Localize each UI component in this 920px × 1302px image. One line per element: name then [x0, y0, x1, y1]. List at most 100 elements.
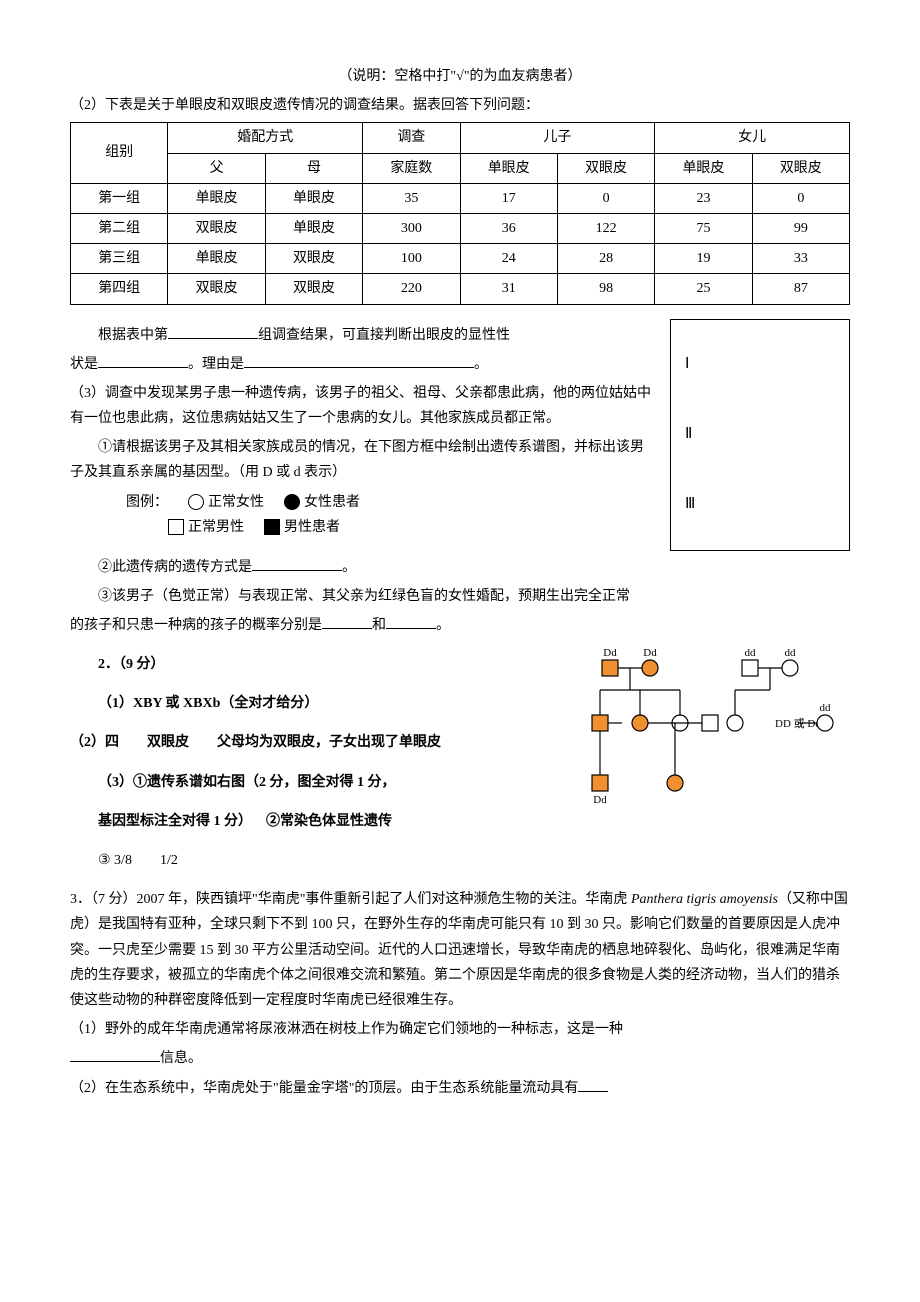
table-cell: 25 — [655, 274, 752, 304]
table-cell: 19 — [655, 244, 752, 274]
q3big-s1a: （1）野外的成年华南虎通常将尿液淋洒在树枝上作为确定它们领地的一种标志，这是一种 — [70, 1022, 623, 1037]
legend-af: 女性患者 — [304, 490, 360, 515]
svg-text:Dd: Dd — [643, 648, 657, 659]
hdr-daughter: 女儿 — [655, 123, 850, 153]
note: （说明：空格中打"√"的为血友病患者） — [70, 64, 850, 89]
legend-nf: 正常女性 — [208, 490, 264, 515]
table-cell: 300 — [363, 213, 460, 243]
q3big-italic: Panthera tigris amoyensis — [631, 892, 778, 907]
table-cell: 35 — [363, 183, 460, 213]
table-row: 第一组单眼皮单眼皮35170230 — [71, 183, 850, 213]
table-cell: 第四组 — [71, 274, 168, 304]
table-cell: 双眼皮 — [265, 244, 362, 274]
q3-sub3b: 的孩子和只患一种病的孩子的概率分别是 — [70, 618, 322, 633]
table-cell: 单眼皮 — [265, 183, 362, 213]
sub-dau-double: 双眼皮 — [752, 153, 849, 183]
table-cell: 99 — [752, 213, 849, 243]
blank-group — [168, 324, 258, 339]
table-cell: 75 — [655, 213, 752, 243]
sub-families: 家庭数 — [363, 153, 460, 183]
eyelid-table: 组别 婚配方式 调查 儿子 女儿 父 母 家庭数 单眼皮 双眼皮 单眼皮 双眼皮… — [70, 122, 850, 304]
q3big-s1b-line: 信息。 — [70, 1046, 850, 1071]
q3-sub3l1: ③该男子（色觉正常）与表现正常、其父亲为红绿色盲的女性婚配，预期生出完全正常 — [70, 584, 850, 609]
table-cell: 第三组 — [71, 244, 168, 274]
ans3c: ③ 3/8 1/2 — [70, 848, 850, 873]
table-row: 第四组双眼皮双眼皮22031982587 — [71, 274, 850, 304]
q2-line1a: 根据表中第 — [98, 328, 168, 343]
gen-2: Ⅱ — [685, 421, 835, 448]
table-cell: 单眼皮 — [265, 213, 362, 243]
table-row: 第三组单眼皮双眼皮10024281933 — [71, 244, 850, 274]
q3-sub3d: 。 — [436, 618, 450, 633]
svg-text:dd: dd — [745, 648, 757, 659]
table-cell: 33 — [752, 244, 849, 274]
svg-text:Dd: Dd — [593, 794, 607, 806]
pedigree-diagram: DdDdddddDD 或 DdDddd — [560, 648, 850, 808]
pedigree-box: Ⅰ Ⅱ Ⅲ — [670, 319, 850, 551]
table-cell: 第一组 — [71, 183, 168, 213]
legend-nm: 正常男性 — [188, 515, 244, 540]
blank-p2 — [386, 614, 436, 629]
hdr-son: 儿子 — [460, 123, 655, 153]
sub-dau-single: 单眼皮 — [655, 153, 752, 183]
table-cell: 单眼皮 — [168, 244, 265, 274]
table-cell: 24 — [460, 244, 557, 274]
table-cell: 220 — [363, 274, 460, 304]
blank-p1 — [322, 614, 372, 629]
q3big-s2: （2）在生态系统中，华南虎处于"能量金字塔"的顶层。由于生态系统能量流动具有 — [70, 1076, 850, 1101]
hdr-group: 组别 — [71, 123, 168, 183]
sub-son-single: 单眼皮 — [460, 153, 557, 183]
q3big: 3．（7 分）2007 年，陕西镇坪"华南虎"事件重新引起了人们对这种濒危生物的… — [70, 887, 850, 1013]
table-cell: 0 — [752, 183, 849, 213]
q3-sub3c: 和 — [372, 618, 386, 633]
legend-label: 图例： — [126, 490, 168, 515]
hdr-survey: 调查 — [363, 123, 460, 153]
sub-mother: 母 — [265, 153, 362, 183]
q3-sub2: ②此遗传病的遗传方式是 。 — [70, 555, 850, 580]
table-cell: 100 — [363, 244, 460, 274]
square-open-icon — [168, 519, 184, 535]
square-filled-icon — [264, 519, 280, 535]
svg-text:Dd: Dd — [603, 648, 617, 659]
q2-line1b: 组调查结果，可直接判断出眼皮的显性性 — [258, 328, 510, 343]
q3-p1: （3）调查中发现某男子患一种遗传病，该男子的祖父、祖母、父亲都患此病，他的两位姑… — [70, 381, 656, 431]
answer-block: DdDdddddDD 或 DdDddd 2．（9 分） （1）XBY 或 XBX… — [70, 652, 850, 873]
q3-sub2a: ②此遗传病的遗传方式是 — [98, 560, 252, 575]
table-cell: 36 — [460, 213, 557, 243]
circle-filled-icon — [284, 494, 300, 510]
sub-father: 父 — [168, 153, 265, 183]
table-cell: 0 — [557, 183, 654, 213]
blank-trait — [98, 353, 188, 368]
sub-son-double: 双眼皮 — [557, 153, 654, 183]
legend: 图例： 正常女性 女性患者 正常男性 男性患者 — [70, 490, 656, 540]
q2-line2a: 状是 — [70, 357, 98, 372]
blank-reason — [244, 353, 474, 368]
blank-mode — [252, 556, 342, 571]
table-cell: 31 — [460, 274, 557, 304]
circle-open-icon — [188, 494, 204, 510]
table-cell: 122 — [557, 213, 654, 243]
q3-sub2b: 。 — [342, 560, 356, 575]
q3-p2: ①请根据该男子及其相关家族成员的情况，在下图方框中绘制出遗传系谱图，并标出该男子… — [70, 435, 656, 485]
gen-1: Ⅰ — [685, 351, 835, 378]
q3-sub3l2: 的孩子和只患一种病的孩子的概率分别是 和 。 — [70, 613, 850, 638]
hdr-marriage: 婚配方式 — [168, 123, 363, 153]
svg-text:dd: dd — [785, 648, 797, 659]
q2-line2b: 。理由是 — [188, 357, 244, 372]
blank-energy — [578, 1077, 608, 1092]
blank-info — [70, 1047, 160, 1062]
table-cell: 双眼皮 — [168, 213, 265, 243]
table-cell: 23 — [655, 183, 752, 213]
legend-am: 男性患者 — [284, 515, 340, 540]
q3big-a: 3．（7 分）2007 年，陕西镇坪"华南虎"事件重新引起了人们对这种濒危生物的… — [70, 892, 631, 907]
q2-line2: 状是。理由是。 — [70, 352, 656, 377]
table-cell: 17 — [460, 183, 557, 213]
table-cell: 第二组 — [71, 213, 168, 243]
q2-intro: （2）下表是关于单眼皮和双眼皮遗传情况的调查结果。据表回答下列问题： — [70, 93, 850, 118]
q3big-b: （又称中国虎）是我国特有亚种，全球只剩下不到 100 只，在野外生存的华南虎可能… — [70, 892, 848, 1008]
table-cell: 28 — [557, 244, 654, 274]
q2-line1: 根据表中第 组调查结果，可直接判断出眼皮的显性性 — [70, 323, 656, 348]
svg-text:dd: dd — [820, 702, 832, 714]
table-cell: 双眼皮 — [168, 274, 265, 304]
table-row: 第二组双眼皮单眼皮300361227599 — [71, 213, 850, 243]
